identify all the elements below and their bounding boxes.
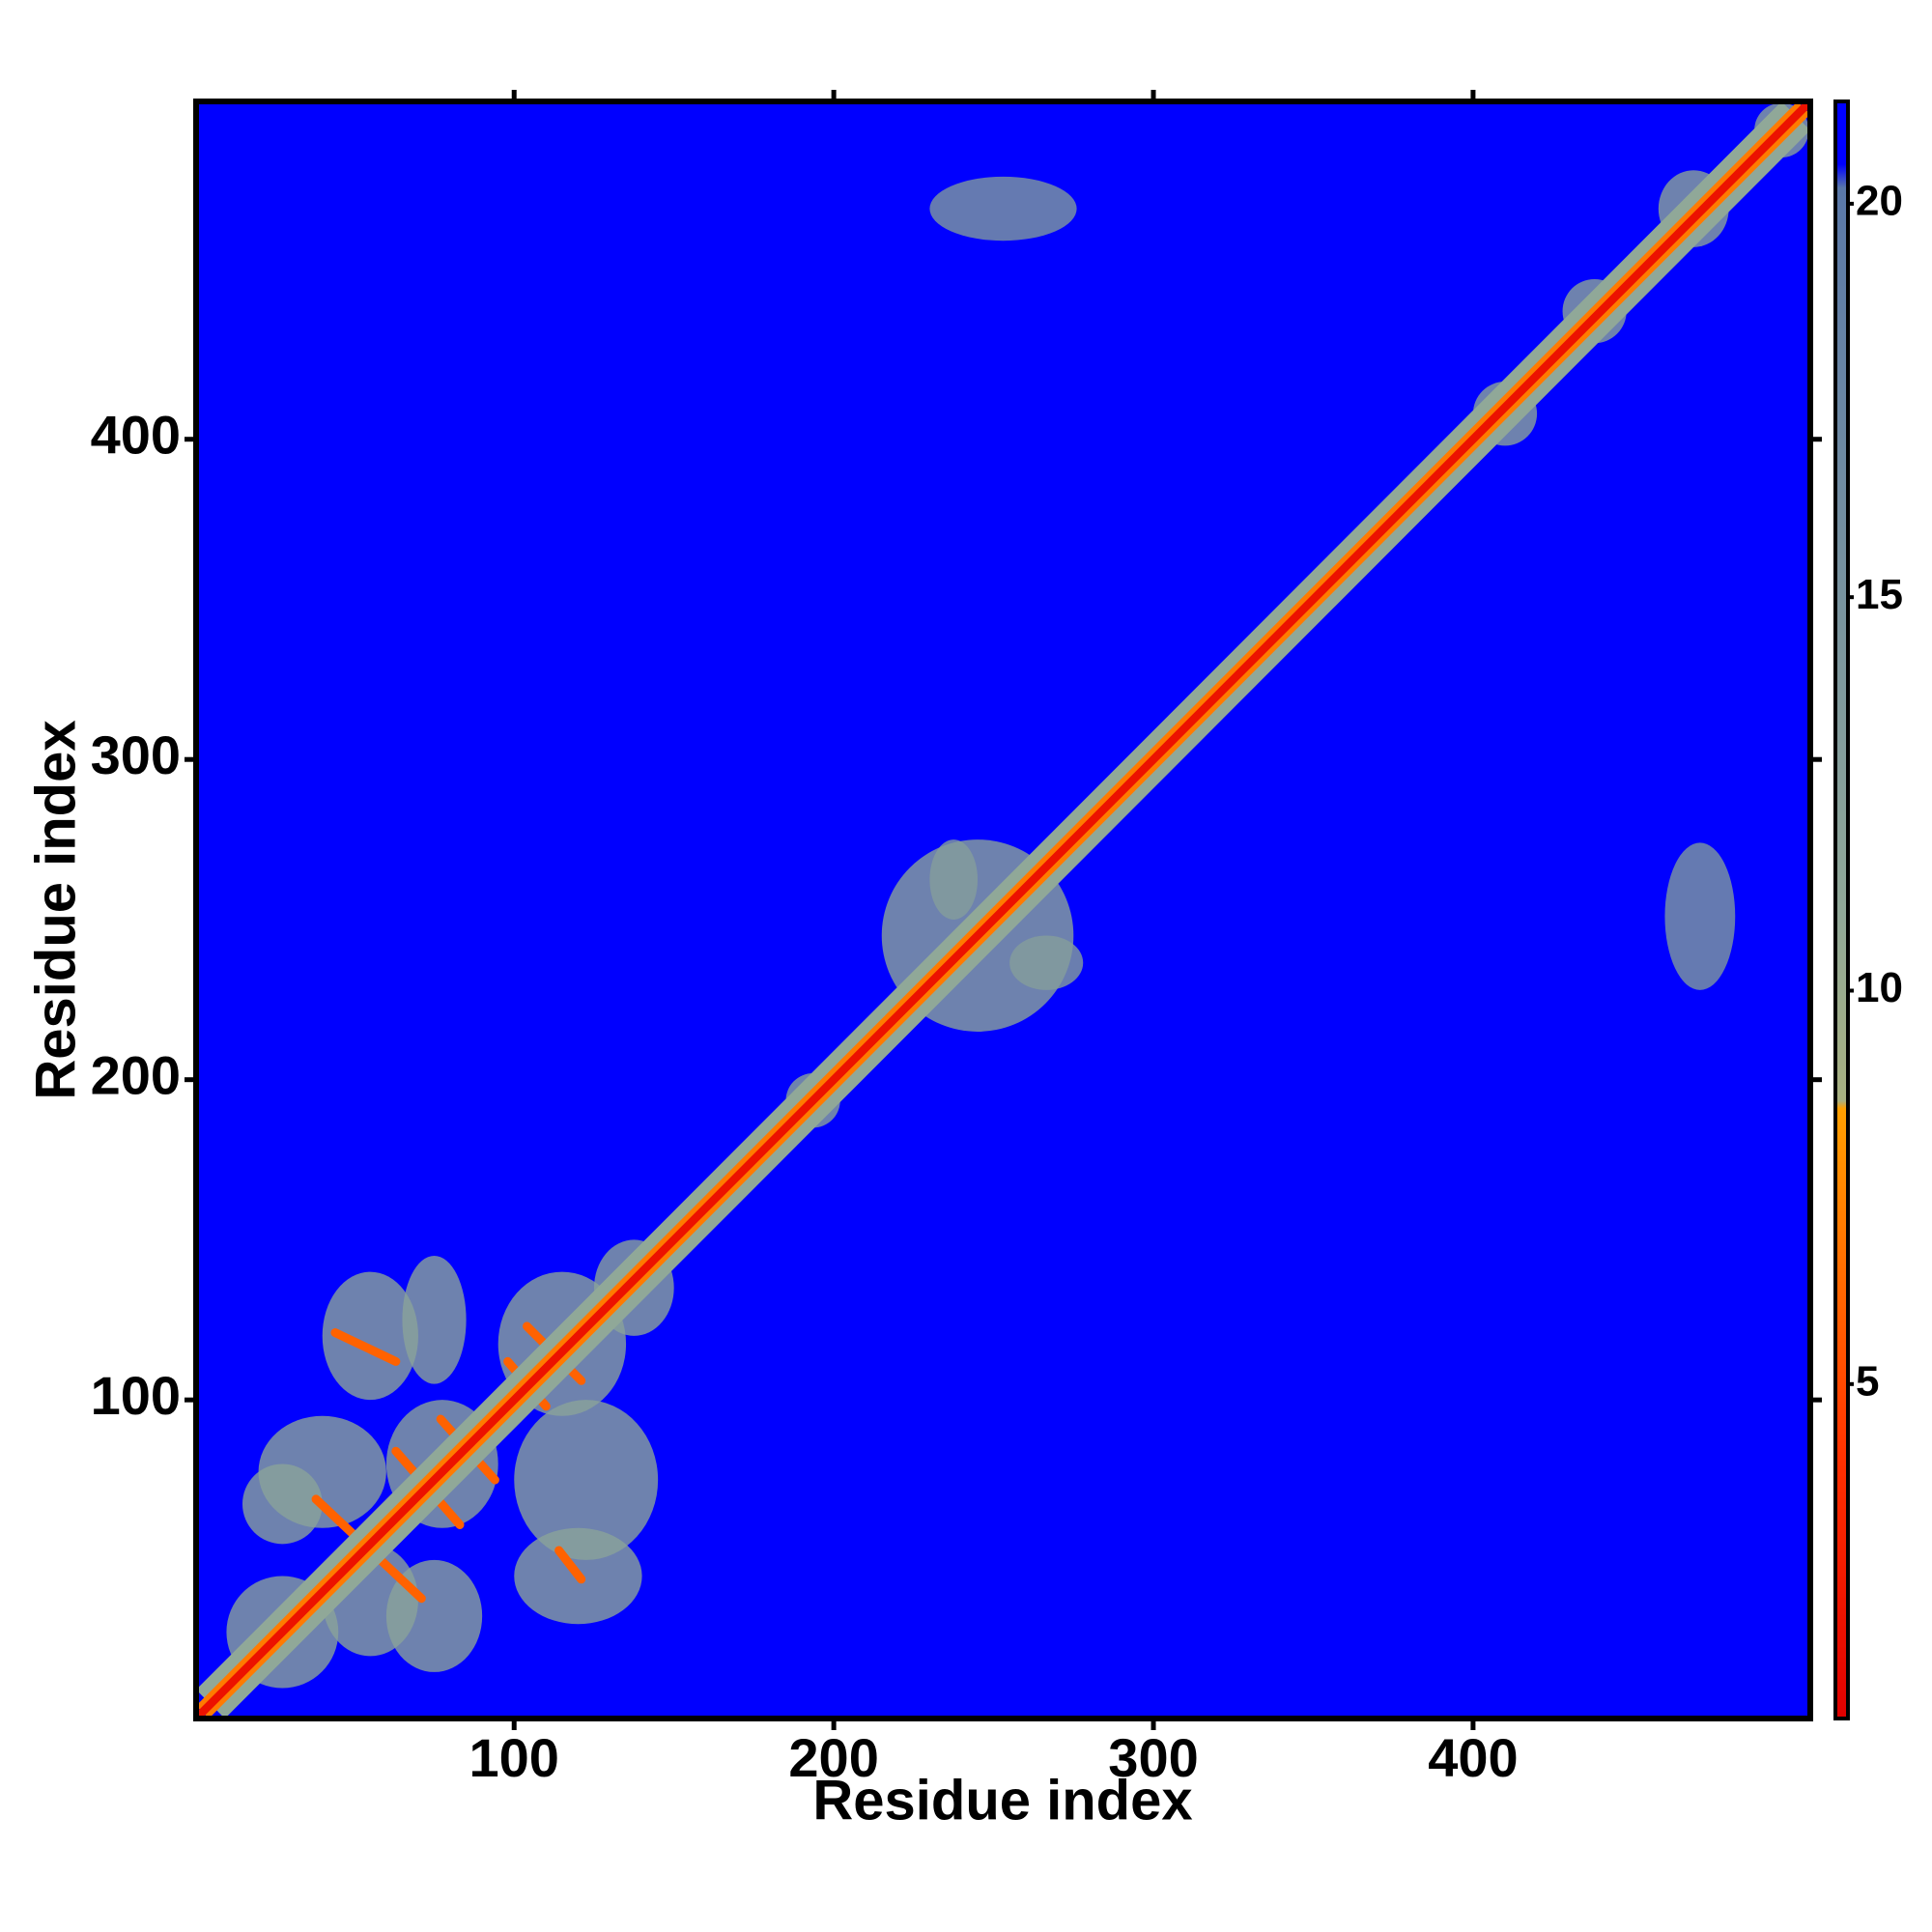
heatmap: [196, 101, 1810, 1719]
contact-patch: [514, 1400, 659, 1560]
contact-patch: [929, 176, 1077, 242]
y-tick-label: 300: [91, 724, 181, 785]
colorbar: [1833, 99, 1850, 1720]
x-tick-label: 300: [1108, 1727, 1198, 1788]
colorbar-tick-label: 15: [1856, 571, 1903, 618]
contact-segment: [330, 1328, 401, 1366]
contact-patch: [1009, 935, 1084, 990]
y-tick-label: 100: [91, 1365, 181, 1426]
contact-patch: [402, 1256, 467, 1384]
colorbar-tick-label: 20: [1856, 178, 1903, 225]
x-tick-label: 200: [788, 1727, 878, 1788]
x-axis-label: Residue index: [812, 1769, 1192, 1832]
y-tick-label: 400: [91, 405, 181, 466]
plot-frame: [193, 99, 1813, 1721]
contact-patch: [929, 839, 979, 920]
colorbar-tick-label: 5: [1856, 1357, 1879, 1405]
diagonal-band: [196, 101, 1810, 1719]
contact-patch: [242, 1463, 323, 1545]
contact-patch: [1664, 842, 1736, 990]
contact-patch: [322, 1271, 418, 1401]
y-axis-label: Residue index: [24, 720, 87, 1099]
colorbar-tick-label: 10: [1856, 964, 1903, 1011]
x-tick-label: 100: [469, 1727, 559, 1788]
x-tick-label: 400: [1428, 1727, 1518, 1788]
y-tick-label: 200: [91, 1044, 181, 1105]
contact-segment: [554, 1546, 586, 1584]
